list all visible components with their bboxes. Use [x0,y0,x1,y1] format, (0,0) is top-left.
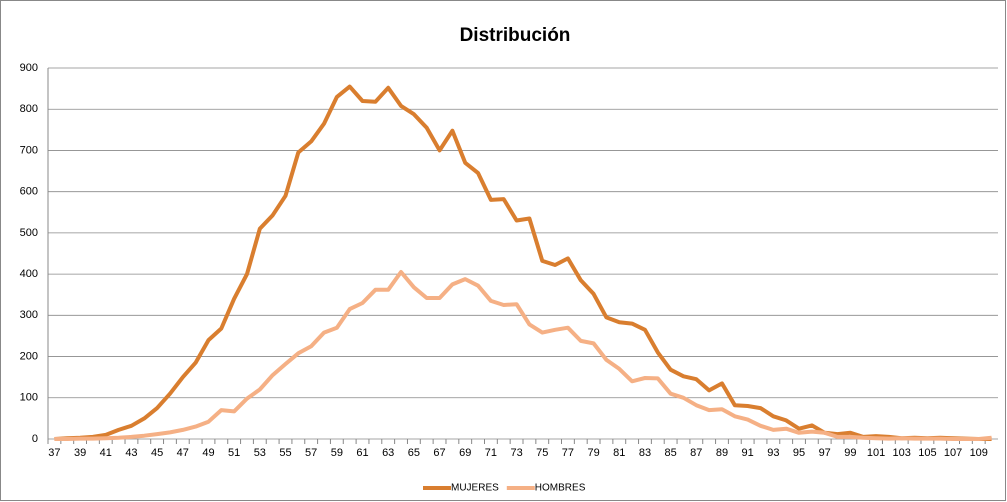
x-tick-label: 95 [793,447,805,459]
y-tick-label: 700 [20,144,38,156]
y-tick-label: 900 [20,62,38,74]
x-tick-label: 77 [562,447,574,459]
y-tick-label: 800 [20,103,38,115]
y-tick-label: 300 [20,309,38,321]
x-tick-label: 105 [918,447,936,459]
x-tick-label: 53 [254,447,266,459]
x-tick-label: 37 [48,447,60,459]
x-tick-label: 59 [331,447,343,459]
x-tick-label: 63 [382,447,394,459]
x-tick-label: 65 [408,447,420,459]
x-tick-label: 69 [459,447,471,459]
x-tick-label: 85 [665,447,677,459]
x-tick-label: 79 [587,447,599,459]
x-tick-label: 71 [485,447,497,459]
x-tick-label: 67 [433,447,445,459]
x-tick-label: 83 [639,447,651,459]
x-tick-label: 49 [202,447,214,459]
x-tick-label: 47 [177,447,189,459]
x-tick-label: 99 [844,447,856,459]
x-tick-label: 39 [74,447,86,459]
x-tick-label: 61 [356,447,368,459]
x-tick-label: 73 [510,447,522,459]
x-tick-label: 97 [819,447,831,459]
x-tick-label: 81 [613,447,625,459]
x-tick-label: 91 [742,447,754,459]
y-tick-label: 500 [20,227,38,239]
line-series [54,84,992,441]
x-tick-label: 107 [944,447,962,459]
line-series [54,270,992,441]
x-tick-label: 101 [867,447,885,459]
x-tick-label: 57 [305,447,317,459]
x-tick-label: 41 [100,447,112,459]
x-tick-label: 75 [536,447,548,459]
x-tick-label: 109 [970,447,988,459]
chart-title: Distribución [460,25,571,46]
y-tick-label: 0 [32,433,38,445]
x-tick-label: 89 [716,447,728,459]
legend-label: MUJERES [451,483,499,494]
x-tick-label: 93 [767,447,779,459]
y-tick-label: 100 [20,392,38,404]
legend-label: HOMBRES [535,483,586,494]
x-tick-label: 51 [228,447,240,459]
y-tick-label: 600 [20,186,38,198]
x-tick-label: 43 [125,447,137,459]
x-tick-label: 87 [690,447,702,459]
x-tick-label: 55 [279,447,291,459]
x-tick-label: 103 [893,447,911,459]
x-tick-label: 45 [151,447,163,459]
y-tick-label: 400 [20,268,38,280]
y-tick-label: 200 [20,350,38,362]
